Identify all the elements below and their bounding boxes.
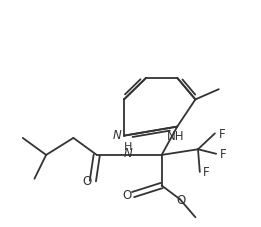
Text: F: F: [220, 148, 227, 160]
Text: O: O: [123, 188, 132, 201]
Text: F: F: [219, 127, 226, 140]
Text: N: N: [113, 129, 122, 142]
Text: N: N: [124, 146, 133, 159]
Text: NH: NH: [167, 129, 185, 142]
Text: F: F: [203, 166, 210, 179]
Text: H: H: [124, 142, 133, 152]
Text: O: O: [82, 175, 92, 188]
Text: O: O: [176, 193, 186, 206]
